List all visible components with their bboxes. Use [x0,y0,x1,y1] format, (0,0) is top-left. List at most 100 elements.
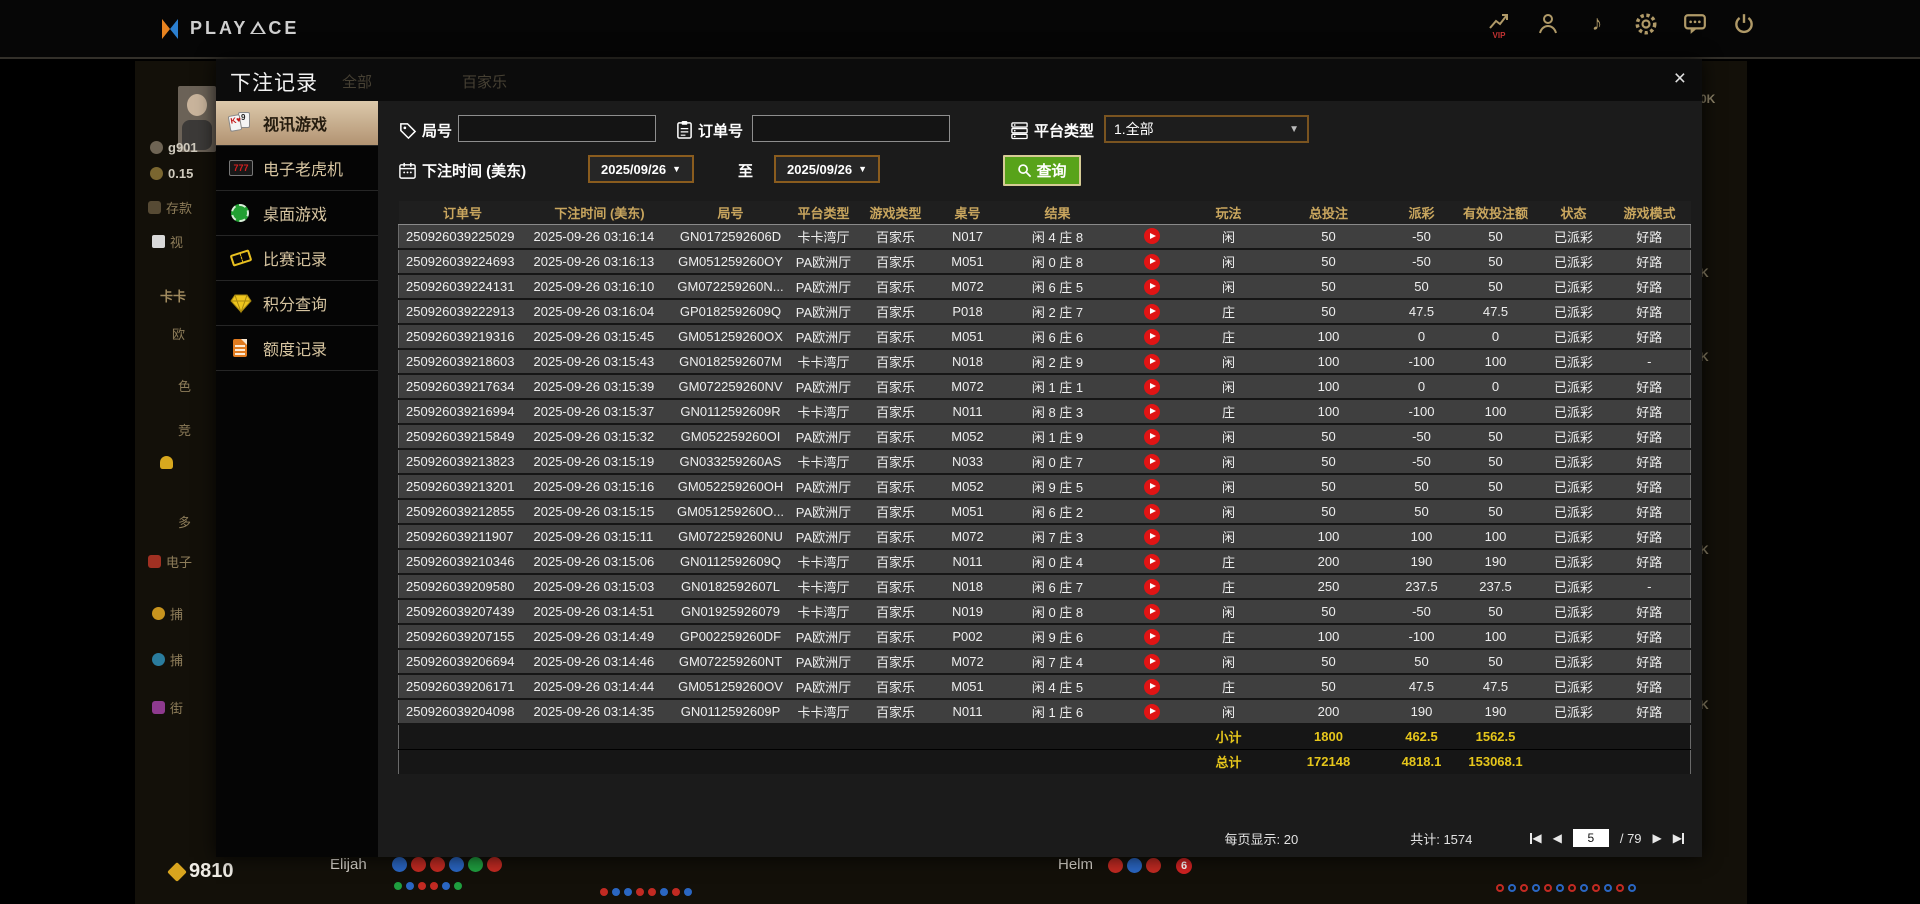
ghost-tab-baccarat: 百家乐 [462,74,508,91]
cell-order-no: 250926039213823 [406,454,515,469]
replay-play-icon[interactable] [1143,478,1160,495]
cell-total-bet: 100 [1317,329,1340,344]
sidebar-item-quota-records[interactable]: 额度记录 [216,326,378,371]
page-number-input[interactable] [1572,829,1609,847]
cell-replay [1113,549,1191,574]
brand-text: PLAY CE [190,18,300,38]
cell-replay [1113,649,1191,674]
replay-play-icon[interactable] [1143,503,1160,520]
cell-result: 闲 9 庄 5 [1031,480,1084,495]
grand-total-total-bet: 172148 [1306,754,1351,770]
cell-valid-bet: 100 [1484,404,1507,419]
cell-game-mode: 好路 [1636,380,1663,395]
date-to-select[interactable]: 2025/09/26 ▼ [774,155,880,183]
replay-play-icon[interactable] [1143,278,1160,295]
replay-play-icon[interactable] [1143,453,1160,470]
cell-round-no: GP002259260DF [679,629,782,644]
cell-platform: PA欧洲厅 [795,505,852,520]
music-icon[interactable]: ♪ [1591,12,1603,35]
replay-play-icon[interactable] [1143,578,1160,595]
cell-order-no: 250926039206171 [406,679,515,694]
cell-play: 闲 [1221,655,1235,670]
replay-play-icon[interactable] [1143,378,1160,395]
bg-player-elijah: Elijah [330,856,367,873]
bg-deposit: 存款 [148,198,218,217]
chat-icon[interactable] [1683,12,1707,46]
col-payout: 派彩 [1390,201,1453,225]
replay-play-icon[interactable] [1143,303,1160,320]
sidebar-item-slots[interactable]: 777 电子老虎机 [216,146,378,191]
cell-replay [1113,449,1191,474]
bet-records-modal: 下注记录 全部 百家乐 × K♥ 9 视讯游戏 777 电子老虎机 桌面游戏 比赛… [216,59,1702,857]
cell-result: 闲 9 庄 6 [1031,630,1084,645]
replay-play-icon[interactable] [1143,603,1160,620]
cell-play: 庄 [1221,580,1235,595]
replay-play-icon[interactable] [1143,253,1160,270]
replay-play-icon[interactable] [1143,628,1160,645]
cell-status: 已派彩 [1553,480,1593,495]
cell-valid-bet: 50 [1488,454,1503,469]
cell-order-no: 250926039209580 [406,579,515,594]
round-no-label: 局号 [422,122,453,140]
cell-replay [1113,324,1191,349]
cell-total-bet: 50 [1321,429,1336,444]
cell-valid-bet: 100 [1484,354,1507,369]
cell-status: 已派彩 [1553,580,1593,595]
col-game-mode: 游戏模式 [1608,201,1691,225]
cell-table-no: N018 [951,354,984,369]
next-page-button[interactable]: ▶ [1652,831,1662,845]
sidebar-item-points-query[interactable]: 积分查询 [216,281,378,326]
replay-play-icon[interactable] [1143,328,1160,345]
replay-play-icon[interactable] [1143,228,1160,245]
sidebar-item-match-records[interactable]: 比赛记录 [216,236,378,281]
search-button[interactable]: 查询 [1003,155,1081,186]
cell-replay [1113,624,1191,649]
cell-game-mode: - [1647,354,1652,369]
replay-play-icon[interactable] [1143,678,1160,695]
settings-icon[interactable] [1634,12,1658,46]
cell-payout: 0 [1417,329,1426,344]
bg-lobby-jing: 竞 [178,423,192,438]
round-no-input[interactable] [458,115,656,142]
roadmap-beads-elijah [392,857,502,872]
prev-page-button[interactable]: ◀ [1552,831,1562,845]
table-row: 250926039207155 2025-09-26 03:14:49 GP00… [398,624,1691,649]
cell-round-no: GM072259260N... [677,279,784,294]
cell-game-type: 百家乐 [875,405,915,420]
table-row: 250926039225029 2025-09-26 03:16:14 GN01… [398,224,1691,249]
order-no-input[interactable] [752,115,950,142]
col-table-no: 桌号 [932,201,1003,225]
replay-play-icon[interactable] [1143,528,1160,545]
cell-total-bet: 50 [1321,254,1336,269]
cell-valid-bet: 50 [1488,479,1503,494]
replay-play-icon[interactable] [1143,353,1160,370]
replay-play-icon[interactable] [1143,553,1160,570]
cell-round-no: GN0182592607M [679,354,782,369]
replay-play-icon[interactable] [1143,653,1160,670]
cell-game-mode: 好路 [1636,555,1663,570]
cell-order-no: 250926039204098 [406,704,515,719]
table-header: 订单号 下注时间 (美东) 局号 平台类型 游戏类型 桌号 结果 玩法 总投注 … [398,201,1691,225]
power-icon[interactable] [1732,12,1756,46]
cell-game-mode: 好路 [1636,505,1663,520]
roadmap-badge: 6 [1176,858,1192,874]
platform-type-select[interactable]: 1.全部 ▼ [1104,115,1309,143]
cell-platform: 卡卡湾厅 [797,355,850,370]
cell-platform: PA欧洲厅 [795,680,852,695]
cell-play: 闲 [1221,380,1235,395]
sidebar-item-table-games[interactable]: 桌面游戏 [216,191,378,236]
replay-play-icon[interactable] [1143,428,1160,445]
last-page-button[interactable]: ▶ [1672,831,1684,845]
date-from-select[interactable]: 2025/09/26 ▼ [588,155,694,183]
cell-bet-time: 2025-09-26 03:14:46 [533,654,655,669]
sidebar-item-video-games[interactable]: K♥ 9 视讯游戏 [216,101,391,146]
vip-icon[interactable]: VIP [1487,12,1511,46]
first-page-button[interactable]: ◀ [1530,831,1542,845]
support-icon[interactable] [1536,12,1560,46]
replay-play-icon[interactable] [1143,703,1160,720]
col-replay [1112,201,1191,225]
close-icon[interactable]: × [1673,67,1686,90]
cell-status: 已派彩 [1553,380,1593,395]
cell-replay [1113,374,1191,399]
replay-play-icon[interactable] [1143,403,1160,420]
